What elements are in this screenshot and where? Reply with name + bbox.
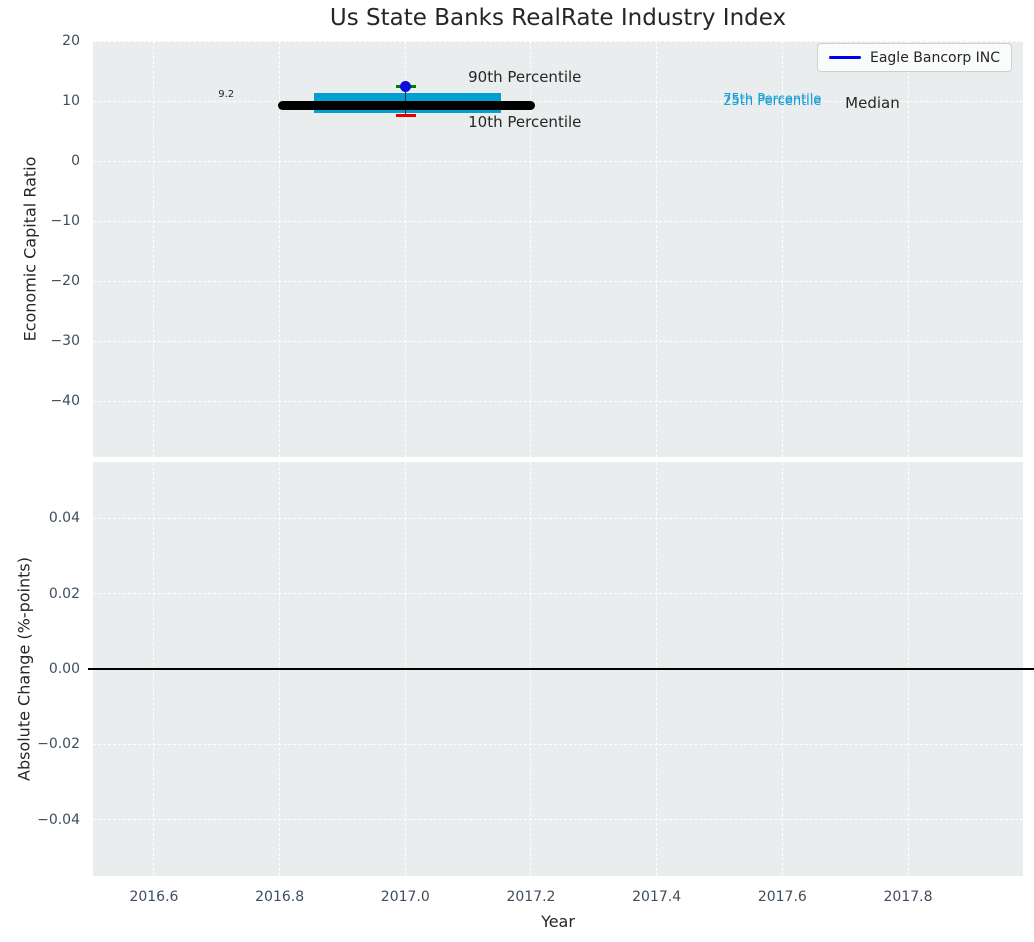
plot-annotation: Median — [845, 94, 900, 113]
y-tick-label: 0 — [71, 153, 80, 170]
y-tick-label: 20 — [62, 33, 80, 49]
zero-line — [88, 668, 1034, 670]
x-axis-label: Year — [541, 912, 575, 931]
y-tick-label: −0.02 — [37, 736, 80, 753]
plot-annotation: 10th Percentile — [468, 112, 582, 131]
gridline-x — [153, 41, 155, 457]
gridline-x — [907, 41, 909, 457]
plot-annotation: 75th Percentile — [723, 91, 822, 107]
gridline-y — [93, 280, 1023, 282]
gridline-y — [93, 160, 1023, 162]
gridline-y — [93, 100, 1023, 102]
gridline-y — [93, 517, 1023, 519]
chart-title: Us State Banks RealRate Industry Index — [329, 5, 787, 31]
y-tick-label: −40 — [50, 393, 80, 410]
x-tick-label: 2017.6 — [757, 889, 807, 905]
gridline-y — [93, 340, 1023, 342]
x-tick-label: 2017.8 — [883, 889, 933, 905]
gridline-x — [530, 41, 532, 457]
y-tick-label: −30 — [50, 333, 80, 350]
gridline-x — [781, 41, 783, 457]
x-tick-label: 2017.4 — [632, 889, 682, 905]
x-tick-label: 2017.2 — [506, 889, 556, 905]
median-line — [278, 101, 535, 111]
plot-annotation: 25th Percentile — [723, 94, 822, 110]
p10-cap — [395, 113, 416, 117]
y-tick-label: 10 — [62, 93, 80, 110]
gridline-y — [93, 400, 1023, 402]
company-dot — [399, 80, 411, 92]
legend-label: Eagle Bancorp INC — [870, 49, 1001, 66]
y-tick-label: 0.02 — [48, 585, 80, 602]
y-tick-label: −10 — [50, 213, 80, 230]
gridline-y — [93, 40, 1023, 42]
y-axis-label-top: Economic Capital Ratio — [20, 156, 40, 342]
gridline-y — [93, 593, 1023, 595]
y-tick-label: 0.04 — [48, 510, 80, 527]
gridline-y — [93, 819, 1023, 821]
plot-economic-capital-ratio — [93, 40, 1023, 457]
y-tick-label: −0.04 — [37, 811, 80, 828]
x-tick-label: 2016.6 — [129, 889, 179, 905]
gridline-x — [404, 41, 406, 457]
gridline-y — [93, 220, 1023, 222]
gridline-x — [656, 41, 658, 457]
legend-line-sample — [829, 56, 861, 59]
y-tick-label: −20 — [50, 273, 80, 290]
plot-annotation: 90th Percentile — [468, 67, 582, 86]
gridline-x — [279, 41, 281, 457]
legend: Eagle Bancorp INC — [817, 43, 1013, 72]
plot-annotation: 9.2 — [218, 88, 235, 100]
x-tick-label: 2016.8 — [255, 889, 305, 905]
whisker-line — [404, 86, 406, 116]
x-tick-label: 2017.0 — [380, 889, 430, 905]
gridline-y — [93, 743, 1023, 745]
y-tick-label: 0.00 — [48, 661, 80, 677]
